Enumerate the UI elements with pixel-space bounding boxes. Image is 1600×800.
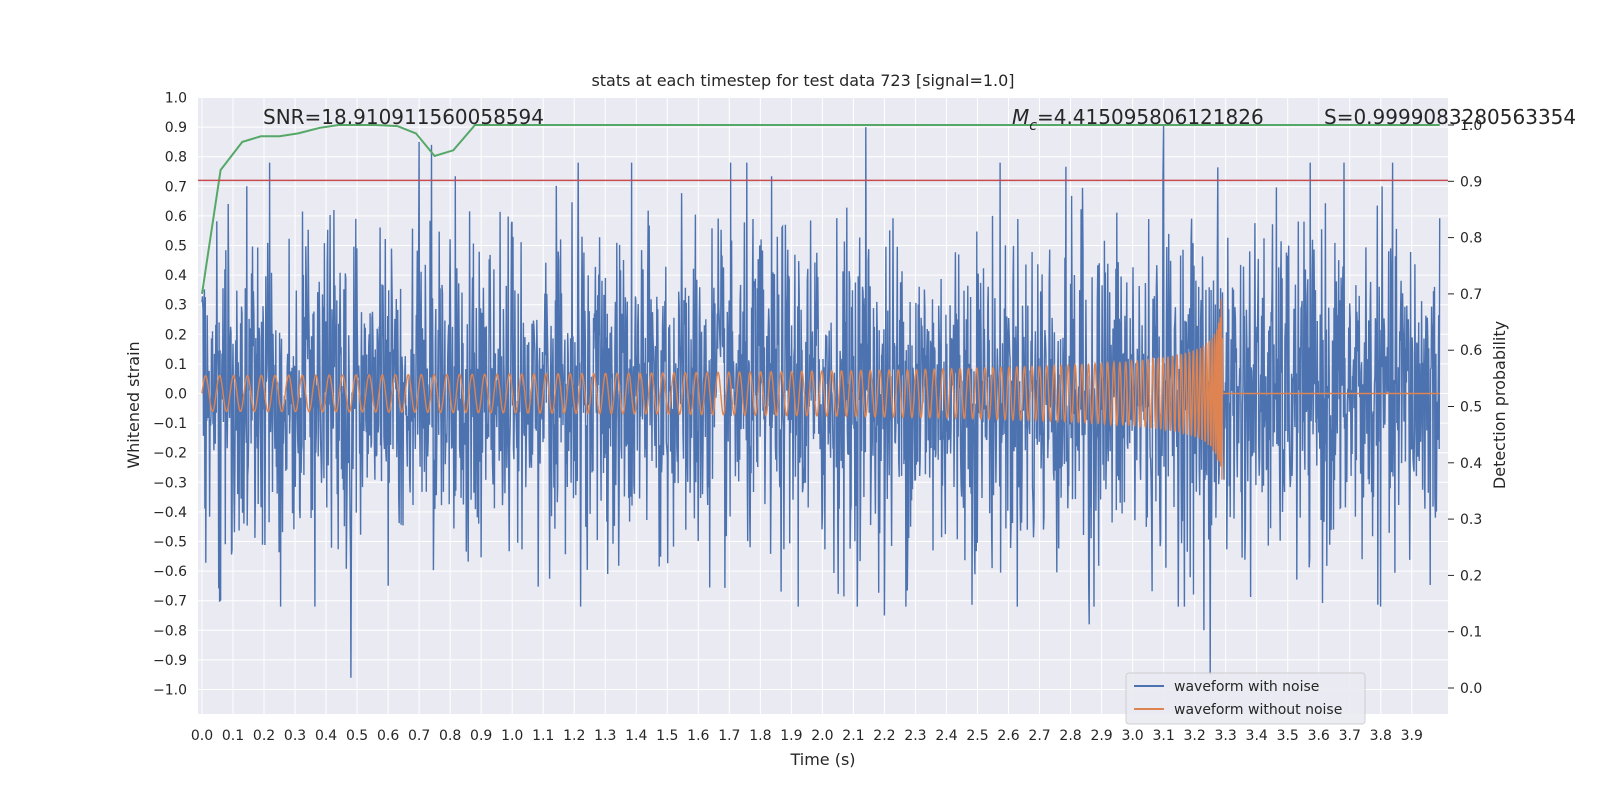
clean-waveform-line: [201, 298, 1440, 480]
y-tick-label: 0.7: [165, 179, 187, 195]
x-tick-label: 1.4: [625, 728, 647, 744]
x-tick-label: 3.2: [1184, 728, 1206, 744]
y-axis-label: Whitened strain: [124, 341, 143, 468]
y-tick-label: 0.1: [165, 357, 187, 373]
y2-tick-label: 0.4: [1460, 456, 1482, 472]
legend-label-clean: waveform without noise: [1174, 702, 1342, 718]
y-tick-label: −0.1: [153, 416, 187, 432]
x-tick-label: 0.9: [470, 728, 492, 744]
chirp-mass-subscript: c: [1029, 118, 1037, 134]
clean-waveform: [201, 298, 1440, 480]
x-tick-label: 2.0: [811, 728, 833, 744]
y2-tick-label: 0.0: [1460, 681, 1482, 697]
y-tick-label: −1.0: [153, 683, 187, 699]
x-tick-label: 2.2: [873, 728, 895, 744]
y-tick-label: 0.8: [165, 150, 187, 166]
y-tick-label: 0.4: [165, 268, 187, 284]
x-tick-label: 1.5: [656, 728, 678, 744]
detection-probability-path: [201, 124, 1440, 295]
x-tick-label: 2.7: [1028, 728, 1050, 744]
y2-tick-label: 0.2: [1460, 568, 1482, 584]
x-tick-label: 0.7: [408, 728, 430, 744]
chirp-mass-symbol: M: [1012, 105, 1029, 129]
y2-tick-label: 0.3: [1460, 512, 1482, 528]
y2-tick-label: 0.8: [1460, 231, 1482, 247]
y-tick-label: 1.0: [165, 91, 187, 107]
y2-tick-label: 0.9: [1460, 174, 1482, 190]
x-tick-label: 0.1: [222, 728, 244, 744]
chirp-mass-value: =4.415095806121826: [1037, 105, 1264, 129]
y-tick-label: −0.5: [153, 535, 187, 551]
legend-label-noisy: waveform with noise: [1174, 679, 1319, 695]
y2-tick-label: 0.6: [1460, 343, 1482, 359]
y-tick-label: 0.6: [165, 209, 187, 225]
y-tick-label: −0.6: [153, 564, 187, 580]
y-tick-label: −0.4: [153, 505, 187, 521]
legend-box: [1125, 672, 1366, 725]
y2-tick-label: 0.5: [1460, 400, 1482, 416]
x-axis-label: Time (s): [789, 750, 855, 769]
x-tick-label: 1.7: [718, 728, 740, 744]
x-tick-label: 0.8: [439, 728, 461, 744]
x-tick-label: 0.0: [191, 728, 213, 744]
x-tick-label: 2.3: [904, 728, 926, 744]
y-tick-label: −0.3: [153, 475, 187, 491]
x-tick-label: 1.0: [501, 728, 523, 744]
x-tick-label: 3.4: [1246, 728, 1268, 744]
x-tick-label: 0.2: [253, 728, 275, 744]
legend: waveform with noise waveform without noi…: [1125, 672, 1366, 725]
x-tick-label: 2.1: [842, 728, 864, 744]
y2-axis-ticks: 1.0 0.9 0.8 0.7 0.6 0.5 0.4 0.3 0.2 0.1 0.0: [1448, 118, 1482, 697]
detection-probability-line: [201, 124, 1440, 295]
x-tick-label: 0.6: [377, 728, 399, 744]
x-tick-label: 3.5: [1277, 728, 1299, 744]
x-tick-label: 0.5: [346, 728, 368, 744]
x-tick-label: 1.8: [749, 728, 771, 744]
y-tick-label: 0.2: [165, 327, 187, 343]
y-axis-ticks: 1.0 0.9 0.8 0.7 0.6 0.5 0.4 0.3 0.2 0.1 0.0 −0.1 −0.…: [153, 91, 187, 699]
chart-title: stats at each timestep for test data 723…: [591, 71, 1014, 90]
x-tick-label: 3.8: [1370, 728, 1392, 744]
y-tick-label: −0.9: [153, 653, 187, 669]
y-tick-label: −0.7: [153, 594, 187, 610]
chirp-mass-annotation: Mc=4.415095806121826: [1012, 105, 1264, 134]
y2-tick-label: 0.1: [1460, 625, 1482, 641]
x-tick-label: 3.7: [1339, 728, 1361, 744]
y-tick-label: 0.3: [165, 298, 187, 314]
snr-annotation: SNR=18.910911560058594: [263, 105, 544, 129]
x-tick-label: 3.9: [1401, 728, 1423, 744]
x-tick-label: 2.6: [997, 728, 1019, 744]
x-tick-label: 2.9: [1090, 728, 1112, 744]
y2-axis-label: Detection probability: [1490, 321, 1509, 489]
noisy-waveform: [201, 124, 1441, 678]
x-tick-label: 2.4: [935, 728, 957, 744]
y-tick-label: 0.9: [165, 120, 187, 136]
x-tick-label: 1.2: [563, 728, 585, 744]
x-tick-label: 1.9: [780, 728, 802, 744]
x-tick-label: 0.4: [315, 728, 337, 744]
score-annotation: S=0.9999083280563354: [1324, 105, 1576, 129]
y-tick-label: 0.0: [165, 387, 187, 403]
x-tick-label: 3.6: [1308, 728, 1330, 744]
x-tick-label: 3.0: [1121, 728, 1143, 744]
x-tick-label: 0.3: [284, 728, 306, 744]
x-tick-label: 1.1: [532, 728, 554, 744]
y-tick-label: −0.8: [153, 623, 187, 639]
x-tick-label: 1.6: [687, 728, 709, 744]
y2-tick-label: 1.0: [1460, 118, 1482, 134]
x-tick-label: 3.1: [1152, 728, 1174, 744]
x-tick-label: 3.3: [1215, 728, 1237, 744]
y-tick-label: 0.5: [165, 239, 187, 255]
y-tick-label: −0.2: [153, 446, 187, 462]
y2-tick-label: 0.7: [1460, 287, 1482, 303]
noisy-waveform-line: [201, 124, 1441, 678]
x-tick-label: 2.8: [1059, 728, 1081, 744]
x-axis-ticks: 0.0 0.1 0.2 0.3 0.4 0.5 0.6 0.7 0.8 0.9 1.0 1.1 1.2 1…: [191, 728, 1423, 744]
x-tick-label: 1.3: [594, 728, 616, 744]
x-tick-label: 2.5: [966, 728, 988, 744]
